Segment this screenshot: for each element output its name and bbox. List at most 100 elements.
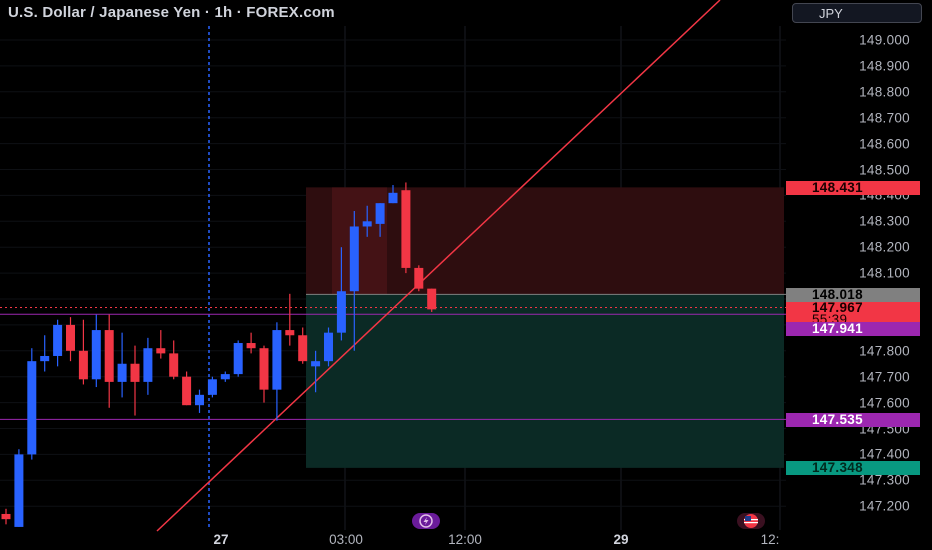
- candle-body: [169, 353, 179, 377]
- stop-price-tag: 147.535: [786, 413, 920, 427]
- price-axis-label: 147.700: [859, 369, 910, 385]
- candle-25: [324, 327, 333, 367]
- candle-16: [207, 376, 217, 398]
- price-axis-label: 148.900: [859, 58, 910, 74]
- candle-body: [1, 513, 11, 520]
- time-label-27: 27: [213, 532, 229, 547]
- candle-body: [91, 330, 101, 380]
- candle-body: [259, 348, 269, 390]
- candle-body: [27, 361, 37, 455]
- chart-lines: [0, 0, 786, 532]
- candle-15: [195, 389, 204, 413]
- target-price-tag: 148.431: [786, 181, 920, 195]
- candle-body: [324, 332, 333, 362]
- candle-body: [156, 348, 166, 354]
- candle-22: [285, 293, 295, 346]
- candle-29: [375, 203, 385, 237]
- lower-price-tag: 147.348: [786, 461, 920, 475]
- candle-8: [104, 314, 114, 408]
- candle-12: [156, 330, 166, 359]
- candle-body: [53, 324, 63, 356]
- candle-4: [53, 319, 63, 367]
- chart-title: U.S. Dollar / Japanese Yen · 1h · FOREX.…: [8, 4, 335, 21]
- time-label-29: 29: [613, 532, 629, 547]
- time-label-12-cut: 12:: [760, 532, 780, 547]
- candle-20: [259, 345, 269, 403]
- candle-33: [427, 288, 437, 312]
- time-label-0300: 03:00: [329, 532, 363, 547]
- candle-7: [91, 314, 101, 388]
- price-axis-label: 148.300: [859, 213, 910, 229]
- long-position-tool[interactable]: [306, 187, 786, 468]
- candle-31: [401, 182, 411, 274]
- price-axis-label: 147.300: [859, 472, 910, 488]
- candle-6: [78, 319, 88, 385]
- price-axis-label: 147.800: [859, 343, 910, 359]
- candle-body: [182, 376, 192, 406]
- price-axis-label: 149.000: [859, 32, 910, 48]
- entry-price-tag: 148.018: [786, 288, 920, 302]
- candle-3: [40, 335, 50, 372]
- candle-19: [246, 332, 256, 354]
- candle-body: [298, 335, 308, 362]
- candle-body: [104, 330, 114, 382]
- currency-button[interactable]: JPY: [792, 3, 922, 23]
- candle-body: [220, 374, 230, 380]
- candle-body: [207, 379, 217, 395]
- candle-body: [195, 394, 204, 406]
- candle-body: [272, 330, 282, 390]
- candle-body: [336, 291, 346, 333]
- price-axis-label: 148.200: [859, 239, 910, 255]
- price-axis-label: 148.600: [859, 136, 910, 152]
- price-axis-label: 148.500: [859, 162, 910, 177]
- candle-body: [246, 343, 256, 349]
- candle-body: [285, 330, 295, 336]
- time-label-1200: 12:00: [448, 532, 482, 547]
- candle-21: [272, 322, 282, 421]
- candle-body: [40, 355, 50, 362]
- candle-body: [427, 288, 437, 310]
- candle-body: [143, 348, 153, 382]
- candle-24: [311, 350, 321, 393]
- price-axis-label: 148.700: [859, 110, 910, 126]
- price-axis-label: 148.100: [859, 265, 910, 281]
- current-price-value: 147.967: [812, 300, 863, 315]
- candle-28: [362, 205, 372, 237]
- candle-9: [117, 332, 127, 398]
- candle-14: [182, 371, 192, 406]
- candle-0: [1, 508, 11, 525]
- candle-26: [336, 247, 346, 341]
- candle-body: [388, 192, 398, 204]
- candle-body: [375, 203, 385, 224]
- candle-17: [220, 371, 230, 382]
- candle-18: [233, 340, 243, 377]
- price-axis-label: 148.800: [859, 84, 910, 100]
- candlestick-series: [1, 182, 437, 527]
- price-axis-label: 147.600: [859, 395, 910, 411]
- candle-5: [66, 317, 75, 362]
- us-flag-event-icon[interactable]: [737, 513, 765, 529]
- candle-2: [27, 348, 37, 460]
- candle-body: [362, 221, 372, 227]
- candle-1: [14, 449, 24, 527]
- price-axis-label: 147.200: [859, 498, 910, 514]
- candle-23: [298, 327, 308, 364]
- candle-body: [414, 267, 424, 289]
- candle-body: [401, 190, 411, 268]
- price-axis-label: 147.400: [859, 446, 910, 462]
- profit-zone: [306, 294, 784, 468]
- candle-32: [414, 265, 424, 292]
- candle-13: [169, 340, 179, 380]
- candle-body: [130, 363, 140, 382]
- lightning-event-icon[interactable]: [412, 513, 440, 529]
- candle-27: [349, 210, 359, 351]
- candle-body: [233, 343, 243, 375]
- candle-11: [143, 337, 153, 395]
- candle-body: [78, 350, 88, 380]
- candle-body: [311, 361, 321, 367]
- alert-price-tag: 147.941: [786, 322, 920, 336]
- candle-10: [130, 345, 140, 416]
- trendline: [156, 0, 721, 532]
- candle-30: [388, 185, 398, 204]
